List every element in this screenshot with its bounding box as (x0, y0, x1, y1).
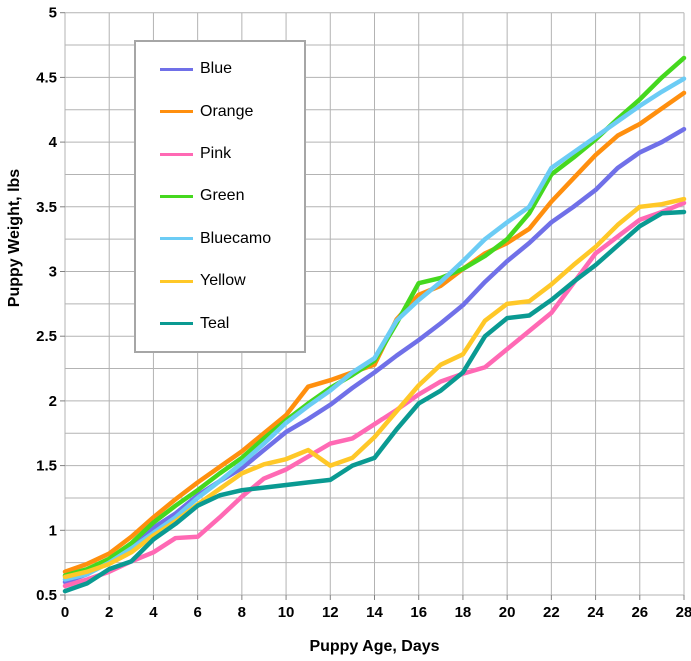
x-axis-title: Puppy Age, Days (309, 638, 440, 655)
x-tick-label: 24 (587, 604, 604, 621)
x-tick-label: 10 (278, 604, 295, 621)
series-line-bluecamo (62, 76, 687, 582)
legend-label: Yellow (200, 272, 246, 290)
legend-item-blue: Blue (136, 61, 304, 77)
x-tick-label: 6 (193, 604, 201, 621)
series-line-yellow (62, 196, 687, 580)
series-line-blue (62, 126, 687, 585)
legend-swatch-orange (160, 110, 193, 114)
legend-label: Teal (200, 314, 230, 332)
x-tick-label: 18 (455, 604, 472, 621)
x-tick-label: 12 (322, 604, 339, 621)
x-tick-label: 16 (410, 604, 427, 621)
legend-label: Pink (200, 145, 232, 163)
legend-item-pink: Pink (136, 146, 304, 162)
legend: Blue Orange Pink Green Bluecamo Yellow Teal (134, 40, 306, 353)
x-tick-label: 2 (105, 604, 113, 621)
y-tick-label: 4.5 (36, 69, 57, 86)
legend-swatch-green (160, 194, 193, 198)
y-tick-label: 0.5 (36, 587, 57, 604)
x-tick-label: 20 (499, 604, 516, 621)
y-tick-label: 1.5 (36, 458, 57, 475)
legend-swatch-pink (160, 152, 193, 156)
x-tick-label: 0 (61, 604, 69, 621)
legend-item-green: Green (136, 188, 304, 204)
legend-swatch-blue (160, 67, 193, 71)
y-tick-label: 3 (49, 264, 57, 281)
y-tick-label: 4 (49, 134, 58, 151)
legend-item-yellow: Yellow (136, 273, 304, 289)
x-tick-label: 4 (149, 604, 158, 621)
legend-item-orange: Orange (136, 102, 304, 120)
series-line-teal (62, 209, 687, 594)
legend-item-teal: Teal (136, 314, 304, 332)
x-tick-label: 14 (366, 604, 383, 621)
x-tick-label: 22 (543, 604, 560, 621)
legend-swatch-bluecamo (160, 237, 193, 241)
y-tick-label: 2.5 (36, 328, 57, 345)
x-tick-label: 28 (676, 604, 691, 621)
x-tick-label: 8 (238, 604, 246, 621)
legend-label: Bluecamo (200, 229, 272, 247)
legend-swatch-yellow (160, 279, 193, 283)
y-tick-label: 3.5 (36, 199, 57, 216)
x-tick-label: 26 (631, 604, 648, 621)
legend-label: Green (200, 187, 245, 205)
y-tick-label: 2 (49, 393, 57, 410)
legend-label: Blue (200, 60, 233, 78)
y-tick-label: 1 (49, 522, 57, 539)
series-line-orange (62, 90, 687, 574)
legend-label: Orange (200, 102, 254, 120)
legend-swatch-teal (160, 322, 193, 326)
y-tick-label: 5 (49, 5, 57, 22)
series-line-pink (62, 200, 687, 589)
legend-item-bluecamo: Bluecamo (136, 229, 304, 247)
